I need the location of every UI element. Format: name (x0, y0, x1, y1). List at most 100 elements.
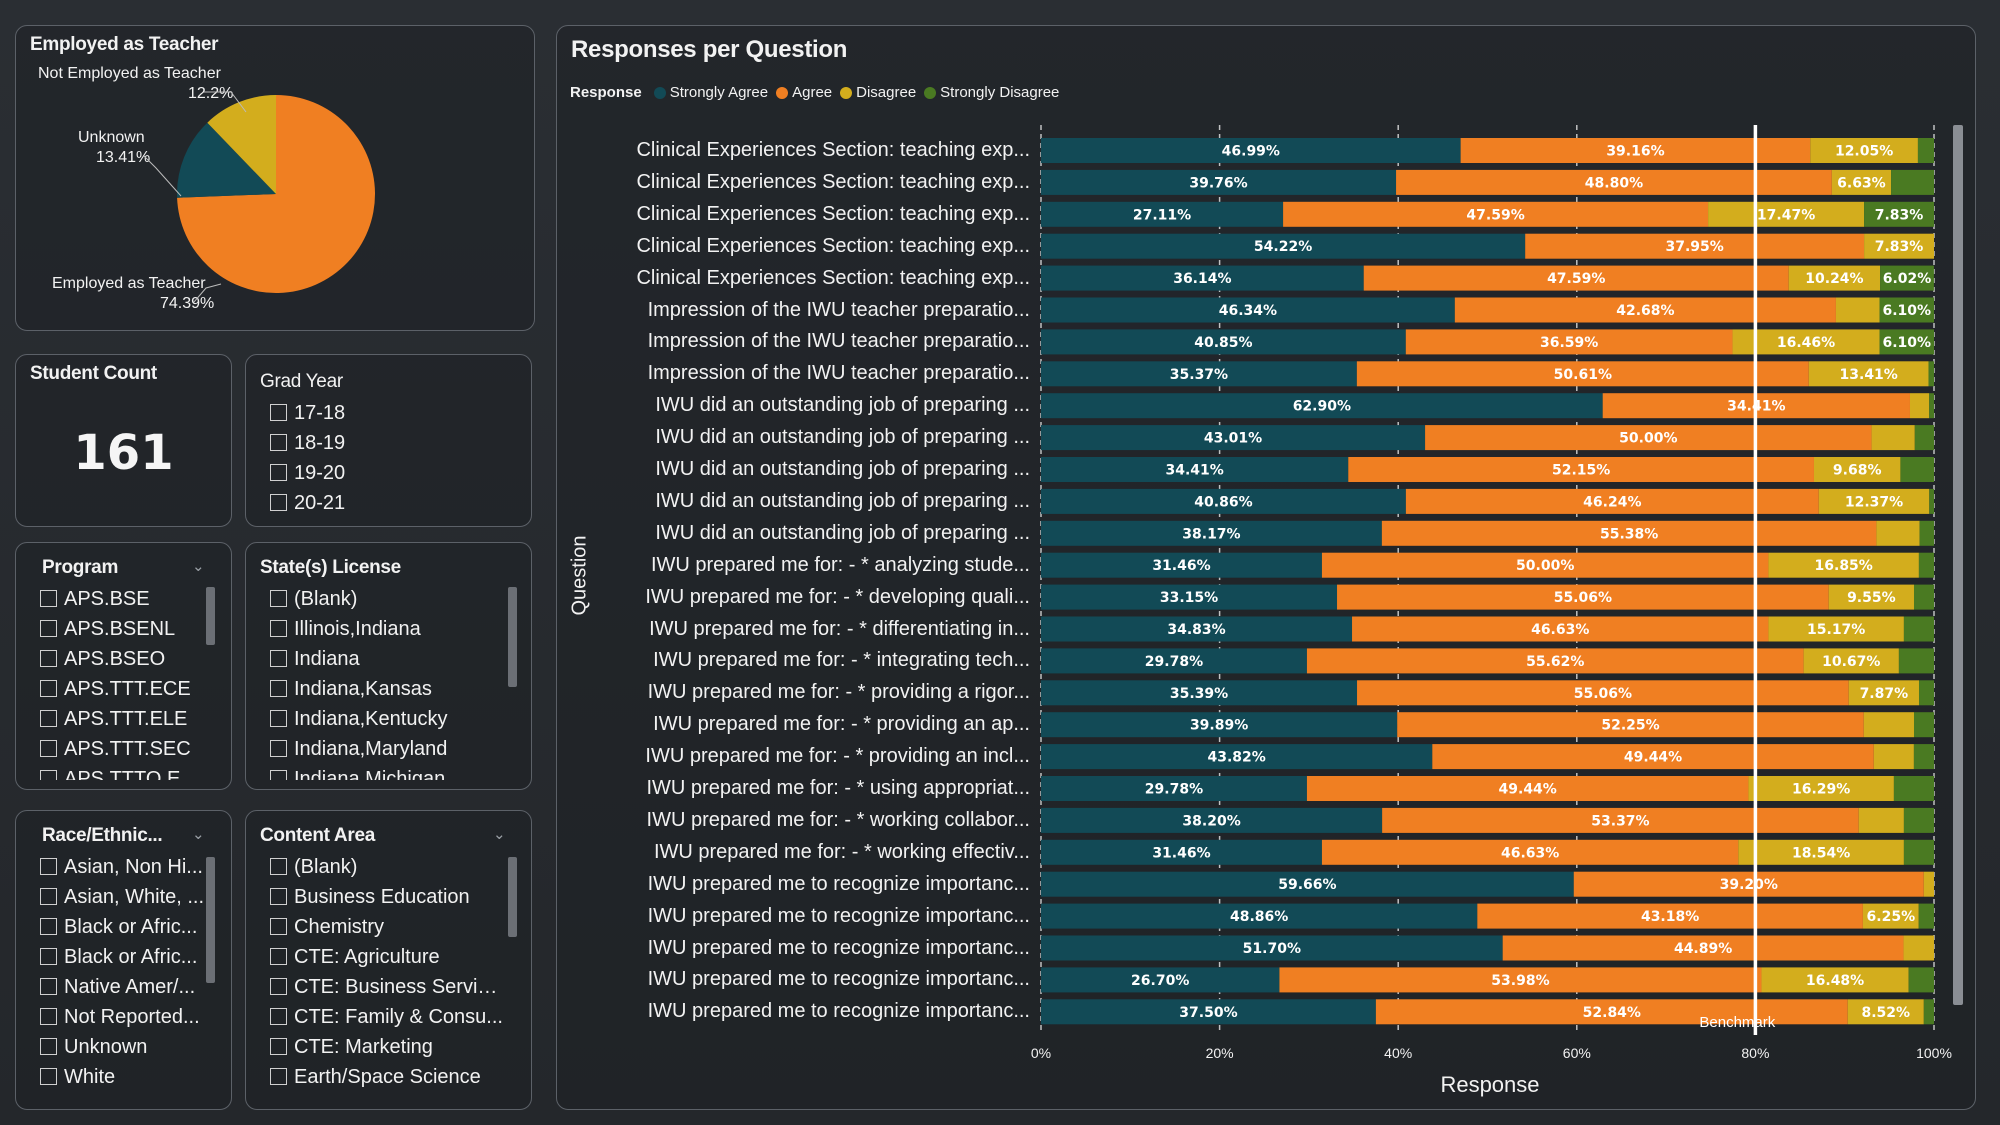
race-scrollbar[interactable] (206, 857, 215, 983)
program-option-label: APS.TTTO.ECE (64, 768, 205, 780)
program-list: APS.BSE APS.BSENL APS.BSEO APS.TTT.ECE APS.T… (30, 585, 205, 780)
content-area-option[interactable]: Earth/Space Science (260, 1063, 505, 1093)
program-option[interactable]: APS.TTT.ELE (30, 705, 205, 735)
checkbox[interactable] (270, 620, 287, 637)
state-license-option[interactable]: (Blank) (260, 585, 505, 615)
state-license-scrollbar[interactable] (508, 587, 517, 687)
race-option[interactable]: Unknown (30, 1033, 205, 1063)
program-option[interactable]: APS.BSEO (30, 645, 205, 675)
grad-year-option[interactable]: 19-20 (260, 459, 517, 489)
content-area-option-label: CTE: Marketing (294, 1036, 433, 1058)
chart-scrollbar[interactable] (1953, 125, 1963, 1005)
content-area-option[interactable]: CTE: Marketing (260, 1033, 505, 1063)
checkbox[interactable] (270, 590, 287, 607)
checkbox[interactable] (270, 434, 287, 451)
checkbox[interactable] (40, 948, 57, 965)
checkbox[interactable] (40, 650, 57, 667)
checkbox[interactable] (40, 858, 57, 875)
program-option-label: APS.TTT.ELE (64, 708, 188, 730)
checkbox[interactable] (270, 464, 287, 481)
checkbox[interactable] (40, 1068, 57, 1085)
checkbox[interactable] (270, 918, 287, 935)
content-area-option[interactable]: CTE: Business Service... (260, 973, 505, 1003)
checkbox[interactable] (40, 770, 57, 780)
checkbox[interactable] (270, 710, 287, 727)
checkbox[interactable] (40, 1008, 57, 1025)
question-label: Clinical Experiences Section: teaching e… (636, 202, 1030, 225)
content-area-scrollbar[interactable] (508, 857, 517, 937)
checkbox[interactable] (40, 918, 57, 935)
checkbox[interactable] (270, 494, 287, 511)
race-option[interactable]: Black or Afric... (30, 943, 205, 973)
state-license-option[interactable]: Indiana,Kentucky (260, 705, 505, 735)
grad-year-option[interactable]: 20-21 (260, 489, 517, 519)
content-area-option-label: (Blank) (294, 856, 358, 878)
state-license-option-label: Indiana,Kentucky (294, 708, 448, 730)
question-label: Impression of the IWU teacher preparatio… (647, 330, 1030, 353)
pie-slice[interactable] (207, 95, 276, 194)
program-title: Program (42, 557, 119, 578)
checkbox[interactable] (270, 1068, 287, 1085)
checkbox[interactable] (270, 858, 287, 875)
pie-chart[interactable]: Employed as Teacher 74.39% Unknown 13.41% No… (16, 26, 536, 332)
state-license-option[interactable]: Indiana,Michigan (260, 765, 505, 780)
race-option[interactable]: Asian, Non Hi... (30, 853, 205, 883)
race-option[interactable]: Asian, White, ... (30, 883, 205, 913)
state-license-option[interactable]: Indiana (260, 645, 505, 675)
checkbox[interactable] (270, 978, 287, 995)
checkbox[interactable] (270, 1038, 287, 1055)
grad-year-option[interactable]: 18-19 (260, 429, 517, 459)
state-license-option[interactable]: Indiana,Kansas (260, 675, 505, 705)
content-area-option[interactable]: CTE: Family & Consu... (260, 1003, 505, 1033)
legend-item[interactable]: Strongly Disagree (924, 84, 1059, 101)
content-area-option[interactable]: CTE: Agriculture (260, 943, 505, 973)
content-area-option[interactable]: Business Education (260, 883, 505, 913)
race-option[interactable]: Native Amer/... (30, 973, 205, 1003)
grad-year-option[interactable]: 17-18 (260, 399, 517, 429)
state-license-option-label: Indiana,Kansas (294, 678, 432, 700)
checkbox[interactable] (40, 888, 57, 905)
checkbox[interactable] (40, 1038, 57, 1055)
checkbox[interactable] (270, 770, 287, 780)
checkbox[interactable] (40, 680, 57, 697)
pie-slice[interactable] (177, 95, 376, 293)
program-option[interactable]: APS.TTT.ECE (30, 675, 205, 705)
pie-slice[interactable] (177, 122, 276, 198)
race-option-label: Asian, Non Hi... (64, 856, 203, 878)
legend-item[interactable]: Strongly Agree (653, 84, 768, 101)
chevron-down-icon[interactable]: ⌄ (493, 826, 506, 843)
checkbox[interactable] (270, 680, 287, 697)
chevron-down-icon[interactable]: ⌄ (192, 558, 205, 575)
checkbox[interactable] (40, 710, 57, 727)
content-area-option[interactable]: (Blank) (260, 853, 505, 883)
grad-year-list: 17-18 18-19 19-20 20-21 (260, 399, 517, 519)
state-license-option[interactable]: Indiana,Maryland (260, 735, 505, 765)
checkbox[interactable] (270, 888, 287, 905)
program-option[interactable]: APS.TTT.SEC (30, 735, 205, 765)
race-option-label: Black or Afric... (64, 946, 198, 968)
x-axis-title: Response (1440, 1072, 1540, 1097)
legend-item[interactable]: Agree (776, 84, 832, 101)
state-license-option[interactable]: Illinois,Indiana (260, 615, 505, 645)
checkbox[interactable] (40, 590, 57, 607)
checkbox[interactable] (40, 740, 57, 757)
checkbox[interactable] (270, 650, 287, 667)
chevron-down-icon[interactable]: ⌄ (192, 826, 205, 843)
race-option[interactable]: Black or Afric... (30, 913, 205, 943)
race-option[interactable]: White (30, 1063, 205, 1093)
checkbox[interactable] (270, 948, 287, 965)
program-option[interactable]: APS.TTTO.ECE (30, 765, 205, 780)
program-scrollbar[interactable] (206, 587, 215, 645)
checkbox[interactable] (270, 740, 287, 757)
checkbox[interactable] (270, 1008, 287, 1025)
content-area-option-label: CTE: Business Service... (294, 976, 505, 998)
state-license-option-label: (Blank) (294, 588, 358, 610)
checkbox[interactable] (270, 404, 287, 421)
program-option[interactable]: APS.BSENL (30, 615, 205, 645)
checkbox[interactable] (40, 620, 57, 637)
content-area-option[interactable]: Chemistry (260, 913, 505, 943)
race-option[interactable]: Not Reported... (30, 1003, 205, 1033)
checkbox[interactable] (40, 978, 57, 995)
program-option[interactable]: APS.BSE (30, 585, 205, 615)
legend-item[interactable]: Disagree (840, 84, 916, 101)
